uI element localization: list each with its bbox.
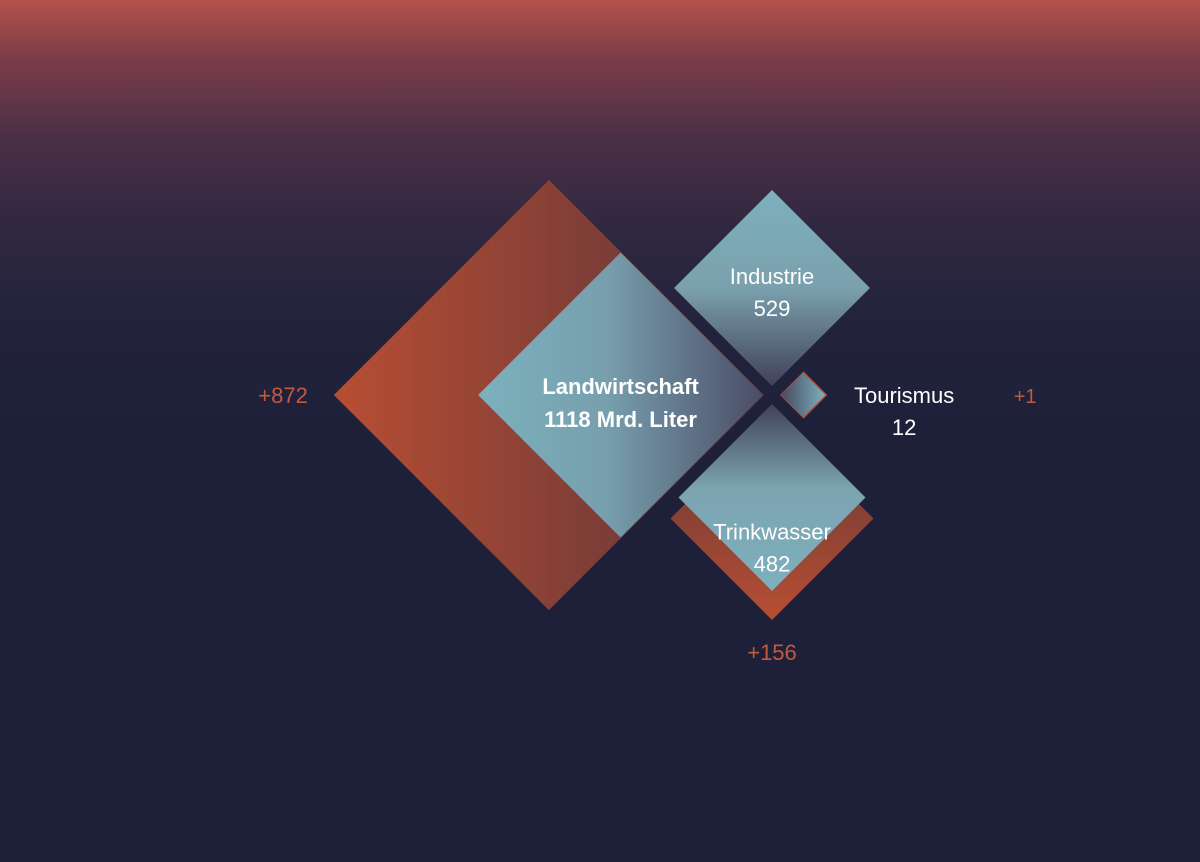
diamond-trinkwasser [678,404,866,592]
category-label-tourismus: Tourismus [854,383,954,408]
category-label-landwirtschaft: Landwirtschaft [542,374,699,399]
diamond-tourismus [781,372,826,418]
value-label-trinkwasser: 482 [754,552,791,577]
increase-label-tourismus: +1 [1014,386,1037,408]
value-label-landwirtschaft: 1118 Mrd. Liter [544,407,697,432]
diamond-landwirtschaft [478,252,763,538]
increase-label-landwirtschaft: +872 [258,383,308,408]
category-label-industrie: Industrie [730,264,814,289]
value-label-industrie: 529 [754,296,791,321]
increase-label-trinkwasser: +156 [747,640,797,665]
category-label-trinkwasser: Trinkwasser [713,520,831,545]
value-label-tourismus: 12 [892,415,916,440]
diamond-industrie [674,190,870,386]
